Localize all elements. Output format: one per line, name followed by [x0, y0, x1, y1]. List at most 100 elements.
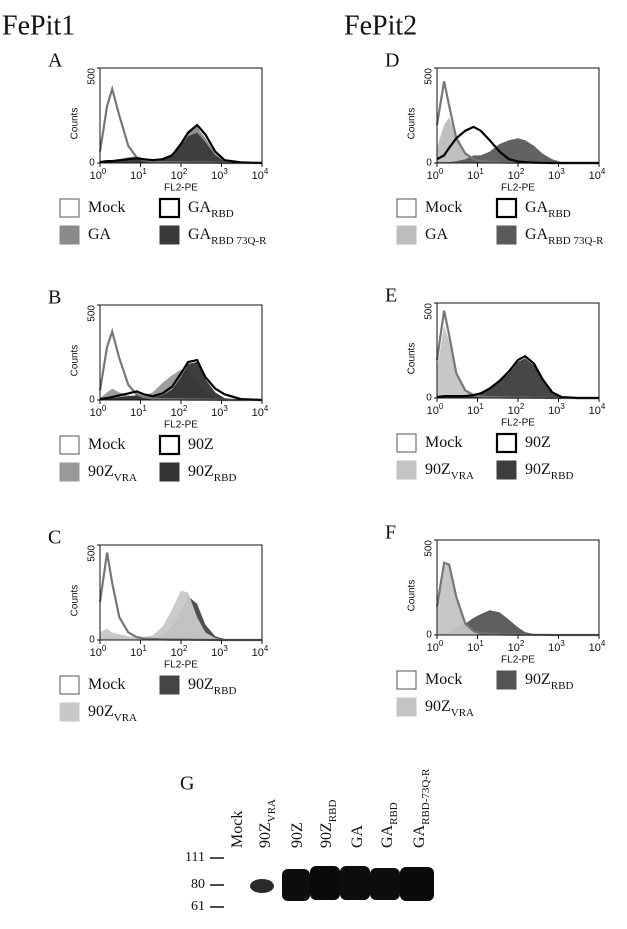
- x-tick-label: 104: [252, 404, 269, 419]
- x-tick-label-sub: 4: [601, 402, 606, 411]
- x-tick-label-sub: 0: [439, 167, 444, 176]
- x-tick-label-main: 10: [589, 405, 601, 417]
- x-tick-label-main: 10: [508, 405, 520, 417]
- x-tick-label-main: 10: [171, 170, 183, 182]
- x-tick-label-sub: 3: [560, 167, 565, 176]
- y-axis-label: Counts: [407, 580, 418, 612]
- x-tick-label: 100: [90, 404, 107, 419]
- y-axis-label: Counts: [70, 585, 81, 617]
- lane-label: GA: [349, 824, 366, 848]
- x-tick-label-sub: 1: [142, 644, 147, 653]
- column-title: FePit2: [344, 10, 417, 41]
- x-tick-label-main: 10: [171, 407, 183, 419]
- x-tick-label-main: 10: [508, 170, 520, 182]
- x-tick-label: 102: [171, 644, 188, 659]
- histogram-area: [437, 117, 599, 163]
- legend-swatch: [396, 670, 417, 690]
- x-tick-label: 104: [252, 644, 269, 659]
- legend-label-main: GA: [525, 199, 549, 216]
- legend-label: 90ZRBD: [188, 463, 236, 484]
- legend-label: Mock: [425, 199, 462, 216]
- legend-swatch: [396, 697, 417, 717]
- legend-label-sub: RBD 73Q-R: [211, 235, 267, 247]
- legend-label-main: GA: [188, 226, 212, 243]
- histogram-area: [100, 590, 262, 640]
- legend-label: GARBD 73Q-R: [525, 226, 604, 247]
- x-axis-label: FL2-PE: [164, 420, 198, 431]
- lane-label-sub: VRA: [266, 799, 278, 822]
- x-tick-label-main: 10: [211, 407, 223, 419]
- x-tick-label: 100: [427, 402, 444, 417]
- lane-label-main: GA: [411, 824, 428, 848]
- x-tick-label-sub: 2: [183, 644, 188, 653]
- x-tick-label-main: 10: [508, 642, 520, 654]
- legend-swatch: [159, 675, 180, 695]
- x-axis-label: FL2-PE: [164, 660, 198, 671]
- legend-label-main: GA: [425, 226, 449, 243]
- lane-label-main: 90Z: [257, 822, 274, 848]
- panel-letter: G: [180, 773, 194, 795]
- x-tick-label-main: 10: [211, 170, 223, 182]
- histogram-area: [437, 138, 599, 163]
- legend-swatch: [496, 460, 517, 480]
- x-tick-label-main: 10: [589, 170, 601, 182]
- legend-label-main: 90Z: [525, 461, 551, 478]
- legend-label: Mock: [88, 199, 125, 216]
- x-tick-label-main: 10: [130, 407, 142, 419]
- legend-label: 90ZRBD: [188, 676, 236, 697]
- x-tick-label: 102: [508, 402, 525, 417]
- y-tick-label: 500: [87, 305, 98, 322]
- x-tick-label: 102: [508, 167, 525, 182]
- legend-swatch: [396, 198, 417, 218]
- legend-label-main: 90Z: [88, 463, 114, 480]
- x-tick-label-main: 10: [427, 170, 439, 182]
- x-tick-label-sub: 3: [223, 167, 228, 176]
- x-tick-label-sub: 4: [601, 639, 606, 648]
- legend-label: Mock: [425, 671, 462, 688]
- x-tick-label-main: 10: [252, 647, 264, 659]
- legend-label-sub: RBD: [551, 680, 574, 692]
- y-tick-label: 0: [426, 630, 432, 641]
- x-tick-label: 101: [467, 639, 484, 654]
- x-tick-label-main: 10: [90, 647, 102, 659]
- lane-label-sub: RBD: [327, 800, 339, 823]
- x-tick-label-main: 10: [90, 407, 102, 419]
- panel-letter: C: [48, 527, 61, 549]
- legend-swatch: [59, 435, 80, 455]
- x-tick-label: 103: [211, 644, 228, 659]
- legend-swatch: [396, 433, 417, 453]
- legend-label-main: 90Z: [425, 461, 451, 478]
- legend-label-sub: RBD 73Q-R: [548, 235, 604, 247]
- x-tick-label: 101: [130, 404, 147, 419]
- legend-swatch: [495, 197, 518, 219]
- lane-label-main: GA: [349, 824, 366, 848]
- histogram-line: [99, 358, 263, 402]
- lane-label: GARBD: [379, 802, 400, 848]
- x-tick-label: 101: [467, 402, 484, 417]
- x-tick-label: 104: [252, 167, 269, 182]
- x-tick-label: 104: [589, 402, 606, 417]
- x-tick-label-main: 10: [467, 170, 479, 182]
- histogram-line: [99, 123, 263, 165]
- legend-swatch: [496, 670, 517, 690]
- histogram-area: [100, 362, 262, 400]
- legend-label-sub: RBD: [214, 472, 237, 484]
- y-tick-label: 500: [424, 540, 435, 557]
- histogram-area: [100, 132, 262, 163]
- x-tick-label-sub: 4: [601, 167, 606, 176]
- legend-label-main: 90Z: [88, 703, 114, 720]
- x-tick-label-sub: 1: [479, 167, 484, 176]
- panel-letter: D: [385, 50, 399, 72]
- x-tick-label-main: 10: [548, 170, 560, 182]
- x-tick-label-main: 10: [589, 642, 601, 654]
- x-tick-label-main: 10: [548, 642, 560, 654]
- x-tick-label-sub: 4: [264, 167, 269, 176]
- marker-label: 61: [191, 899, 205, 914]
- marker-label: 111: [185, 850, 205, 865]
- legend-swatch: [158, 197, 181, 219]
- x-tick-label-sub: 3: [560, 402, 565, 411]
- y-tick-label: 500: [424, 303, 435, 320]
- x-tick-label-main: 10: [467, 642, 479, 654]
- x-tick-label: 103: [548, 167, 565, 182]
- x-tick-label-sub: 0: [102, 404, 107, 413]
